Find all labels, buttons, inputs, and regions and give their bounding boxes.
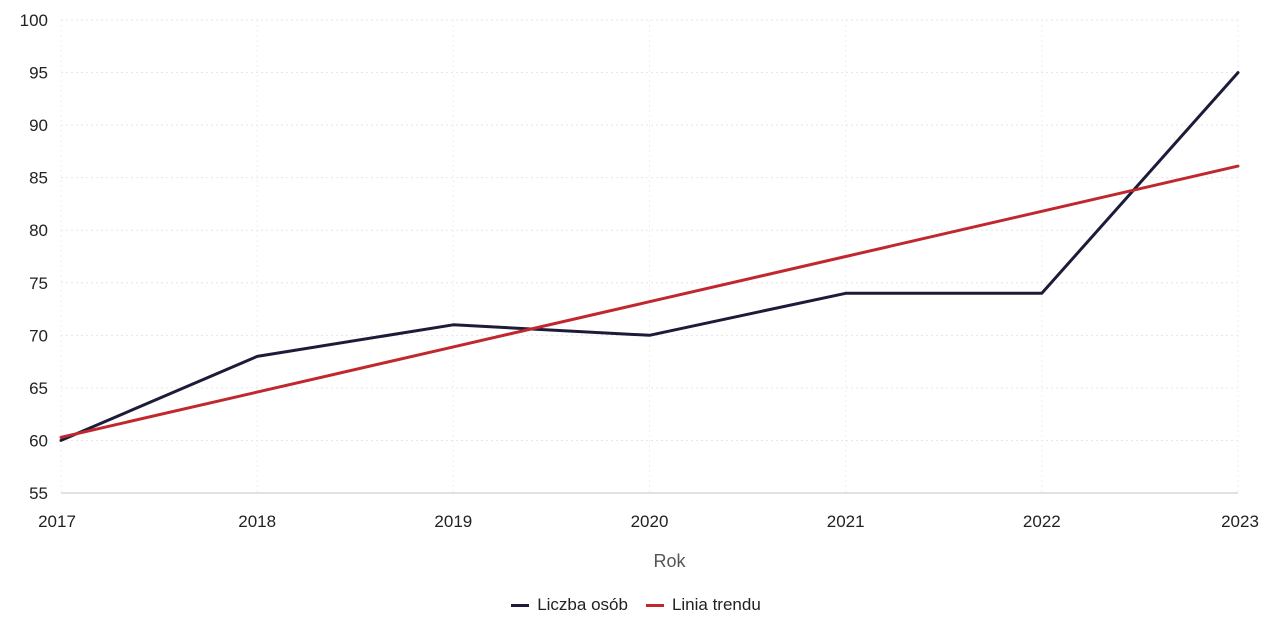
y-tick-label: 65 (29, 379, 48, 398)
legend-swatch (645, 603, 664, 607)
x-tick-label: 2021 (827, 512, 865, 531)
series-lines (59, 71, 1240, 442)
y-tick-label: 75 (29, 274, 48, 293)
legend-label: Linia trendu (671, 595, 761, 614)
x-tick-label: 2018 (238, 512, 276, 531)
y-axis-ticks: 55 60 65 70 75 80 85 90 95 100 (20, 11, 48, 503)
series-line-1 (59, 164, 1240, 439)
gridlines (60, 19, 1239, 493)
legend: Liczba osób Linia trendu (0, 595, 1272, 615)
x-tick-label: 2023 (1221, 512, 1259, 531)
x-axis-title: Rok (653, 551, 686, 571)
y-tick-label: 80 (29, 221, 48, 240)
x-axis-ticks: 2017 2018 2019 2020 2021 2022 2023 (38, 512, 1259, 531)
legend-swatch (511, 603, 530, 607)
legend-label: Liczba osób (537, 595, 628, 614)
x-tick-label: 2017 (38, 512, 76, 531)
legend-item-series-0: Liczba osób (511, 595, 628, 615)
y-tick-label: 85 (29, 169, 48, 188)
x-tick-label: 2020 (631, 512, 669, 531)
y-tick-label: 60 (29, 431, 48, 450)
y-tick-label: 55 (29, 484, 48, 503)
legend-item-series-1: Linia trendu (645, 595, 761, 615)
y-tick-label: 100 (20, 11, 48, 30)
x-tick-label: 2022 (1023, 512, 1061, 531)
series-line-0 (59, 71, 1240, 442)
x-tick-label: 2019 (434, 512, 472, 531)
y-tick-label: 90 (29, 116, 48, 135)
y-tick-label: 95 (29, 64, 48, 83)
y-tick-label: 70 (29, 326, 48, 345)
